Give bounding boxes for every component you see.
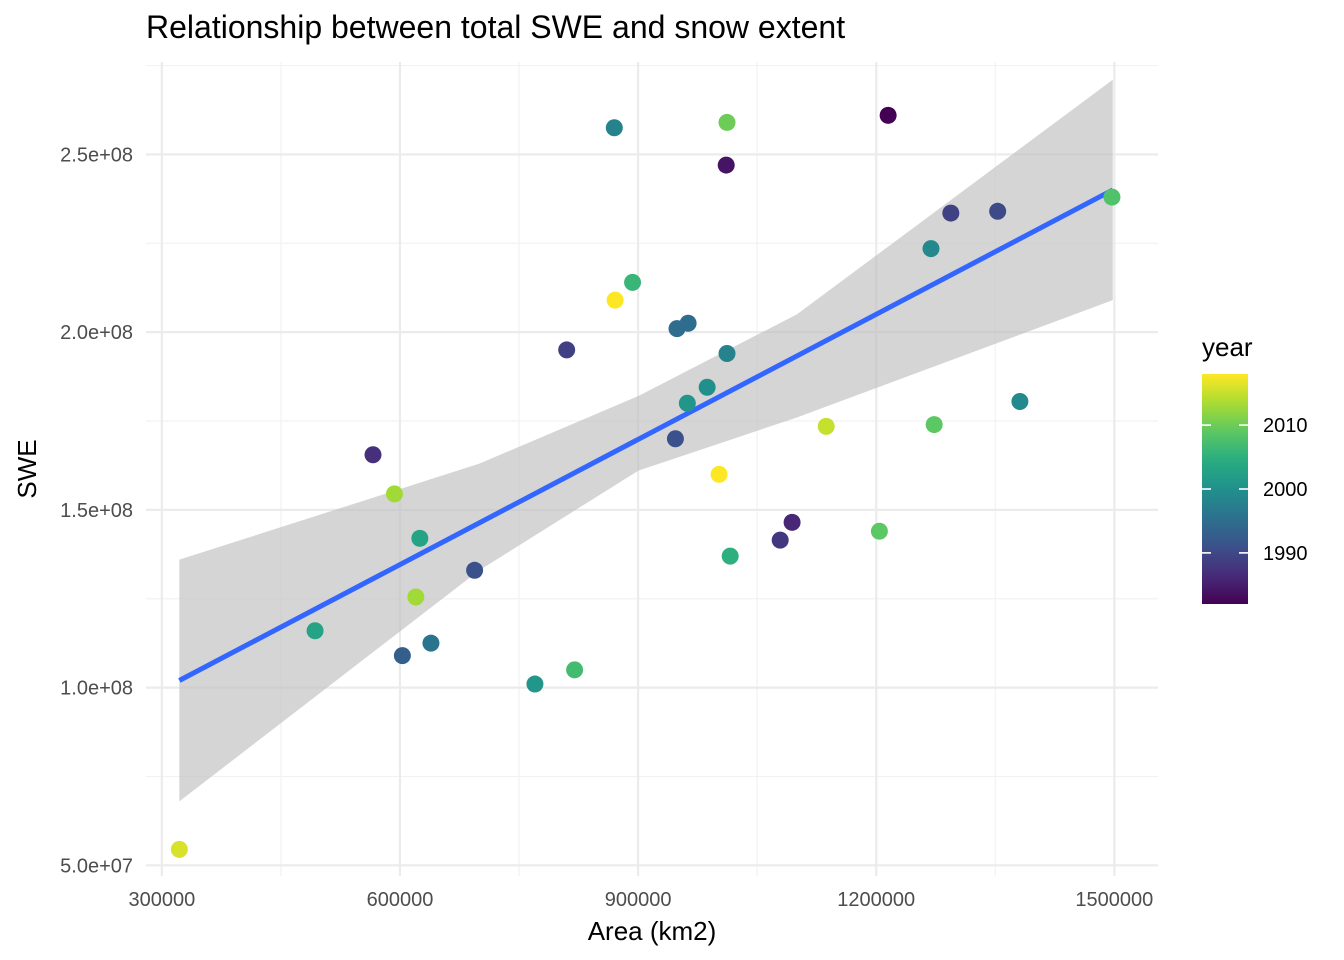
data-point [526, 675, 544, 693]
x-tick-label: 1200000 [837, 889, 915, 911]
y-tick-label: 1.5e+08 [60, 500, 133, 522]
data-point [385, 485, 403, 503]
data-point [1103, 188, 1121, 206]
data-point [624, 273, 642, 291]
y-tick-label: 2.0e+08 [60, 322, 133, 344]
data-point [407, 588, 425, 606]
legend-tick-label: 2000 [1263, 479, 1308, 501]
data-point [922, 240, 940, 258]
data-point [679, 314, 697, 332]
data-point [393, 647, 411, 665]
x-tick-label: 900000 [605, 889, 672, 911]
data-point [1011, 392, 1029, 410]
y-axis-tick-labels: 5.0e+07 1.0e+08 1.5e+08 2.0e+08 2.5e+08 [60, 144, 133, 877]
legend-tick-label: 1990 [1263, 543, 1308, 565]
y-tick-label: 1.0e+08 [60, 678, 133, 700]
y-tick-label: 5.0e+07 [60, 855, 133, 877]
y-axis-title: SWE [12, 439, 42, 498]
trend-line-layer [178, 187, 1114, 683]
data-point [364, 446, 382, 464]
data-point [870, 522, 888, 540]
data-point [605, 119, 623, 137]
data-point [718, 113, 736, 131]
legend-tick-label: 2010 [1263, 415, 1308, 437]
y-tick-label: 2.5e+08 [60, 144, 133, 166]
legend-tick-group: 1990 2000 2010 [1202, 415, 1308, 565]
data-point [925, 416, 943, 434]
data-point [606, 291, 624, 309]
chart-title: Relationship between total SWE and snow … [146, 9, 845, 45]
legend-title: year [1202, 332, 1253, 362]
data-point [783, 513, 801, 531]
major-gridlines [146, 62, 1158, 876]
confidence-ribbon [179, 79, 1113, 802]
data-point [170, 840, 188, 858]
data-point [989, 202, 1007, 220]
confidence-ribbon-layer [179, 79, 1113, 802]
data-point [678, 394, 696, 412]
data-point [306, 622, 324, 640]
data-point [721, 547, 739, 565]
data-point [717, 156, 735, 174]
data-point [558, 341, 576, 359]
data-point [422, 634, 440, 652]
x-tick-label: 1500000 [1075, 889, 1153, 911]
data-point [942, 204, 960, 222]
x-tick-label: 600000 [367, 889, 434, 911]
data-point [879, 106, 897, 124]
data-point [566, 661, 584, 679]
data-point [771, 531, 789, 549]
data-point [710, 465, 728, 483]
data-point [411, 529, 429, 547]
x-tick-label: 300000 [128, 889, 195, 911]
data-point [698, 378, 716, 396]
x-axis-tick-labels: 300000 600000 900000 1200000 1500000 [128, 889, 1153, 911]
trend-line [178, 187, 1114, 683]
data-points [170, 106, 1121, 858]
color-legend: year 1990 2000 2010 [1202, 332, 1308, 604]
data-point [466, 561, 484, 579]
data-point [817, 417, 835, 435]
data-point [666, 430, 684, 448]
x-axis-title: Area (km2) [588, 916, 717, 946]
data-point [718, 344, 736, 362]
